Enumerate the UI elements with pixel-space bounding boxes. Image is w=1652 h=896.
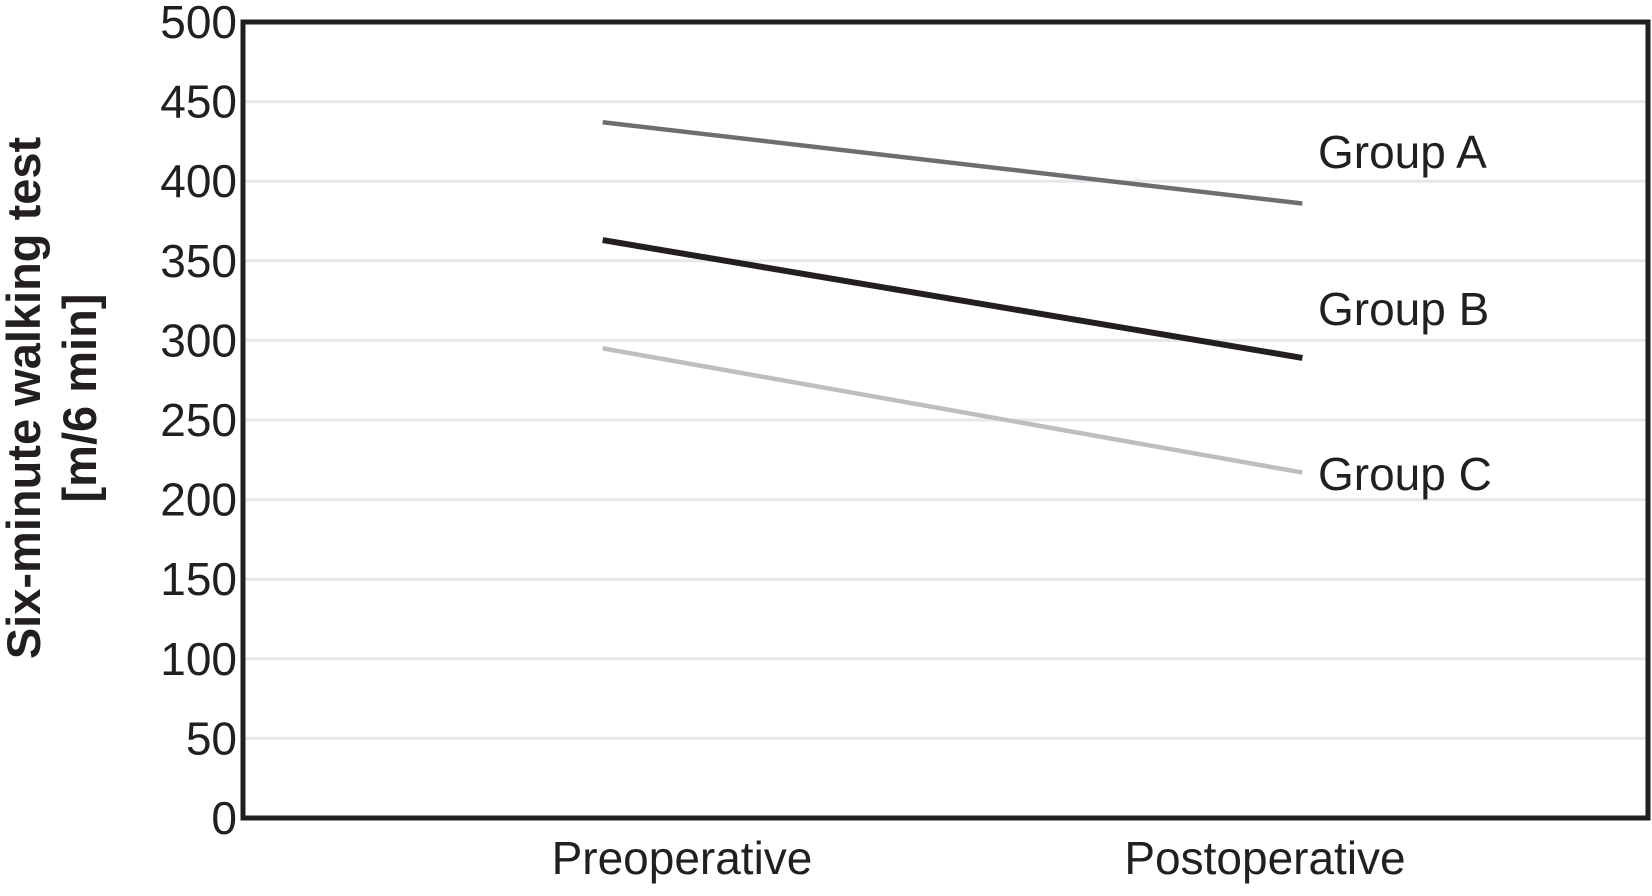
y-tick-label-200: 200 [160, 474, 237, 526]
y-axis-title-text: Six-minute walking test [m/6 min] [0, 0, 108, 808]
y-tick-label-450: 450 [160, 76, 237, 128]
y-axis-title-line2: [m/6 min] [53, 293, 106, 503]
y-tick-label-0: 0 [211, 792, 237, 844]
category-label-postoperative: Postoperative [1124, 832, 1405, 884]
y-tick-labels-group: 0 50 100 150 200 250 300 350 400 450 500 [160, 0, 237, 844]
y-tick-label-250: 250 [160, 394, 237, 446]
series-lines-group [602, 120, 1303, 475]
y-tick-label-100: 100 [160, 633, 237, 685]
series-line-group-b [602, 237, 1303, 361]
y-tick-label-150: 150 [160, 553, 237, 605]
y-tick-label-400: 400 [160, 155, 237, 207]
series-line-group-a [602, 120, 1303, 206]
series-line-group-c [602, 346, 1303, 475]
series-label-group-a: Group A [1318, 126, 1487, 178]
series-label-group-b: Group B [1318, 283, 1489, 335]
y-tick-label-500: 500 [160, 0, 237, 48]
y-axis-title-line1: Six-minute walking test [0, 136, 50, 660]
y-tick-label-350: 350 [160, 235, 237, 287]
plot-border [240, 19, 1651, 821]
y-tick-label-300: 300 [160, 314, 237, 366]
category-label-preoperative: Preoperative [552, 832, 813, 884]
x-category-labels-group: Preoperative Postoperative [552, 832, 1406, 884]
series-labels-group: Group A Group B Group C [1318, 126, 1492, 500]
gridlines-group [243, 100, 1648, 740]
series-label-group-c: Group C [1318, 448, 1492, 500]
y-tick-label-50: 50 [186, 712, 237, 764]
